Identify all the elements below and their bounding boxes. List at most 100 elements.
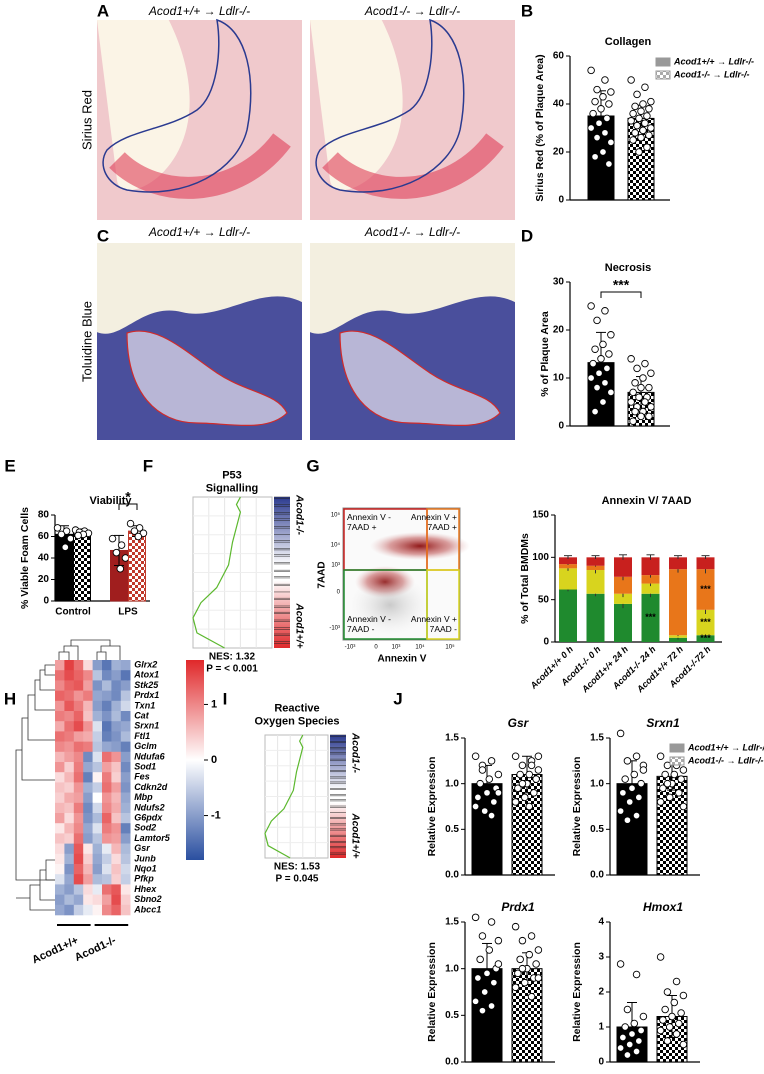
data-point xyxy=(661,1005,669,1014)
panel-label: H xyxy=(4,689,16,708)
data-point xyxy=(587,302,595,310)
panel-label: C xyxy=(97,226,109,245)
data-point xyxy=(619,1033,627,1042)
data-point xyxy=(633,364,641,373)
heatmap-cell xyxy=(92,690,103,702)
row-label: Atox1 xyxy=(133,670,159,680)
heatmap-cell xyxy=(83,782,93,793)
heatmap-cell xyxy=(64,782,75,793)
heatmap-cell xyxy=(102,772,112,783)
tissue xyxy=(322,133,504,199)
data-point xyxy=(632,811,641,820)
heatmap-cell xyxy=(64,864,75,875)
data-point xyxy=(591,97,599,106)
image-title: Acod1-/- → Ldlr-/- xyxy=(364,225,460,239)
data-point xyxy=(471,752,480,761)
chart-title: Necrosis xyxy=(605,262,651,274)
data-point xyxy=(591,345,599,353)
data-point xyxy=(53,524,62,532)
necrotic-outline xyxy=(339,330,501,427)
data-point xyxy=(117,541,126,549)
data-point xyxy=(627,355,635,363)
data-point xyxy=(659,784,667,792)
rank-bar xyxy=(330,735,346,858)
data-point xyxy=(599,93,607,101)
heatmap-cell xyxy=(102,894,112,906)
data-point xyxy=(591,153,599,161)
y-tick-label: 1.5 xyxy=(445,733,459,744)
heatmap-cell xyxy=(111,762,122,773)
heatmap-cell xyxy=(73,823,84,834)
colorbar-label: 0 xyxy=(211,754,217,766)
data-point xyxy=(520,793,529,802)
quadrant-label: Annexin V +7AAD - xyxy=(411,614,457,634)
data-point xyxy=(627,76,635,84)
heatmap-cell xyxy=(83,731,93,742)
heatmap-cell xyxy=(83,792,93,804)
y-tick-label: 0.5 xyxy=(445,824,459,835)
lumen xyxy=(97,243,302,334)
heatmap-cell xyxy=(120,864,131,875)
heatmap-cell xyxy=(55,731,65,742)
heatmap-cell xyxy=(83,864,93,875)
data-point xyxy=(511,798,520,806)
y-tick-label: 40 xyxy=(38,553,50,564)
enrichment-curve xyxy=(264,734,304,859)
heatmap-cell xyxy=(102,864,112,875)
significance: *** xyxy=(613,277,630,293)
row-label: Txn1 xyxy=(134,700,155,710)
data-point xyxy=(532,960,540,968)
bar-segment xyxy=(669,635,687,638)
data-point xyxy=(643,143,651,151)
data-point xyxy=(670,998,679,1007)
bar-segment xyxy=(614,557,632,577)
heatmap-cell xyxy=(64,660,75,671)
chart-title: Srxn1 xyxy=(646,716,680,730)
data-point xyxy=(675,789,683,797)
heatmap-cell xyxy=(120,680,131,691)
data-point xyxy=(126,519,135,528)
y-axis-label: Relative Expression xyxy=(426,942,438,1042)
row-label: Abcc1 xyxy=(133,904,161,914)
data-point xyxy=(478,1006,487,1015)
heatmap-cell xyxy=(73,741,84,753)
data-point xyxy=(121,554,130,562)
heatmap-cell xyxy=(73,802,84,814)
heatmap-cell xyxy=(111,751,122,763)
bar-segment xyxy=(696,609,715,636)
data-point xyxy=(677,1009,685,1017)
data-point xyxy=(605,160,613,168)
heatmap-cell xyxy=(102,833,112,844)
data-point xyxy=(616,1044,625,1052)
y-tick-label: 0 xyxy=(558,195,564,206)
data-point xyxy=(679,766,688,774)
heatmap-cell xyxy=(111,823,122,834)
y-tick-label: 60 xyxy=(38,531,50,542)
data-point xyxy=(525,950,534,959)
heatmap-cell xyxy=(120,792,131,804)
heatmap-cell xyxy=(102,853,112,865)
y-tick-label: -10³ xyxy=(329,626,340,632)
y-tick-label: 10⁵ xyxy=(331,512,341,519)
data-point xyxy=(57,530,66,539)
data-point xyxy=(631,379,639,387)
data-point xyxy=(631,129,639,137)
data-point xyxy=(639,766,648,774)
heatmap-cell xyxy=(120,690,131,702)
heatmap-cell xyxy=(120,843,131,855)
heatmap-cell xyxy=(102,904,112,916)
data-point xyxy=(668,1012,676,1021)
heatmap-cell xyxy=(92,721,103,732)
heatmap-cell xyxy=(120,853,131,865)
y-tick-label: 0.5 xyxy=(445,1010,459,1021)
heatmap-cell xyxy=(73,792,84,804)
data-point xyxy=(518,761,527,770)
heatmap-cell xyxy=(83,660,93,671)
data-point xyxy=(494,789,503,797)
heatmap-cell xyxy=(120,660,131,671)
bar-segment xyxy=(669,557,687,570)
heatmap-cell xyxy=(64,813,75,824)
bar-segment xyxy=(614,576,632,594)
heatmap-cell xyxy=(120,802,131,814)
bar-segment xyxy=(559,589,577,642)
